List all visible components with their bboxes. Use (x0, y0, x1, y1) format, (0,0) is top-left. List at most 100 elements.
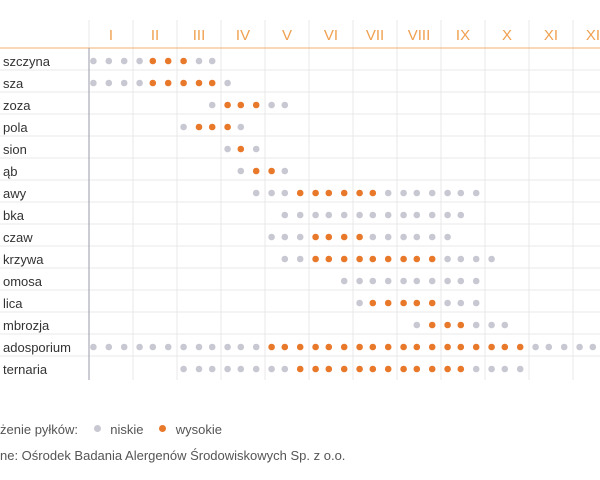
dot-low (560, 343, 568, 351)
dot-high (457, 365, 465, 373)
dot-low (296, 233, 304, 241)
dot-low (180, 123, 187, 131)
row-label: sza (3, 76, 24, 91)
dot-high (180, 57, 187, 65)
dot-low (400, 189, 407, 197)
dot-low (457, 299, 465, 307)
dot-low (413, 211, 421, 219)
row-label: awy (3, 186, 27, 201)
dot-low (384, 277, 392, 285)
row-label: czaw (3, 230, 33, 245)
dot-low (369, 233, 377, 241)
dot-low (384, 189, 392, 197)
dot-low (488, 255, 495, 263)
dot-low (208, 343, 216, 351)
dot-high (400, 299, 407, 307)
dot-high (268, 343, 275, 351)
dot-low (413, 233, 421, 241)
dot-high (488, 343, 495, 351)
dot-low (457, 255, 465, 263)
dot-high (356, 365, 363, 373)
legend-low-label: niskie (110, 422, 144, 438)
dot-low (413, 277, 421, 285)
dot-low (281, 101, 289, 109)
dot-low (488, 321, 495, 329)
dot-high (428, 365, 436, 373)
dot-low (195, 343, 203, 351)
dot-high (296, 365, 304, 373)
dot-high (369, 299, 377, 307)
dot-high (312, 365, 319, 373)
dot-low (545, 343, 553, 351)
dot-low (472, 299, 480, 307)
dot-high (444, 343, 451, 351)
dot-low (444, 233, 451, 241)
dot-low (472, 365, 480, 373)
dot-low (237, 123, 245, 131)
dot-low (457, 277, 465, 285)
dot-low (516, 365, 524, 373)
row-label: omosa (3, 274, 43, 289)
dot-high (444, 365, 451, 373)
dot-high (369, 343, 377, 351)
dot-high (312, 189, 319, 197)
dot-low (356, 277, 363, 285)
dot-low (268, 189, 275, 197)
dot-low (501, 365, 509, 373)
dot-high (400, 343, 407, 351)
dot-low (120, 343, 128, 351)
dot-low (281, 233, 289, 241)
dot-low (444, 189, 451, 197)
dot-high (444, 321, 451, 329)
dot-high (281, 343, 289, 351)
dot-high (296, 343, 304, 351)
dot-low (149, 343, 157, 351)
dot-low (105, 57, 113, 65)
dot-high (356, 189, 363, 197)
dot-high (369, 189, 377, 197)
dot-low (576, 343, 583, 351)
row-label: szczyna (3, 54, 51, 69)
dot-high (224, 123, 231, 131)
dot-low (428, 277, 436, 285)
row-label: ąb (3, 164, 17, 179)
legend-high-label: wysokie (175, 422, 223, 438)
dot-low (90, 79, 97, 87)
dot-low (268, 101, 275, 109)
dot-low (281, 189, 289, 197)
dot-low (268, 365, 275, 373)
row-label: krzywa (3, 252, 44, 267)
dot-high (325, 365, 333, 373)
dot-high (296, 189, 304, 197)
month-label: V (282, 27, 292, 44)
dot-high (516, 343, 524, 351)
month-label: VI (324, 27, 338, 44)
dot-high (356, 233, 363, 241)
dot-low (237, 167, 245, 175)
legend-prefix: żenie pyłków: (0, 422, 79, 438)
dot-low (120, 79, 128, 87)
dot-high (312, 343, 319, 351)
dot-low (237, 365, 245, 373)
dot-high (325, 255, 333, 263)
dot-high (356, 343, 363, 351)
dot-low (237, 343, 245, 351)
dot-high (149, 57, 157, 65)
dot-low (224, 343, 231, 351)
dot-high (180, 79, 187, 87)
dot-high (325, 343, 333, 351)
dot-low (488, 365, 495, 373)
dot-low (105, 79, 113, 87)
dot-low (472, 277, 480, 285)
dot-high (428, 321, 436, 329)
dot-low (224, 145, 231, 153)
dot-low (457, 189, 465, 197)
dot-high (457, 321, 465, 329)
dot-low (400, 233, 407, 241)
dot-low (340, 277, 348, 285)
dot-low (90, 343, 97, 351)
dot-high (356, 255, 363, 263)
dot-high (428, 299, 436, 307)
dot-low (252, 365, 260, 373)
